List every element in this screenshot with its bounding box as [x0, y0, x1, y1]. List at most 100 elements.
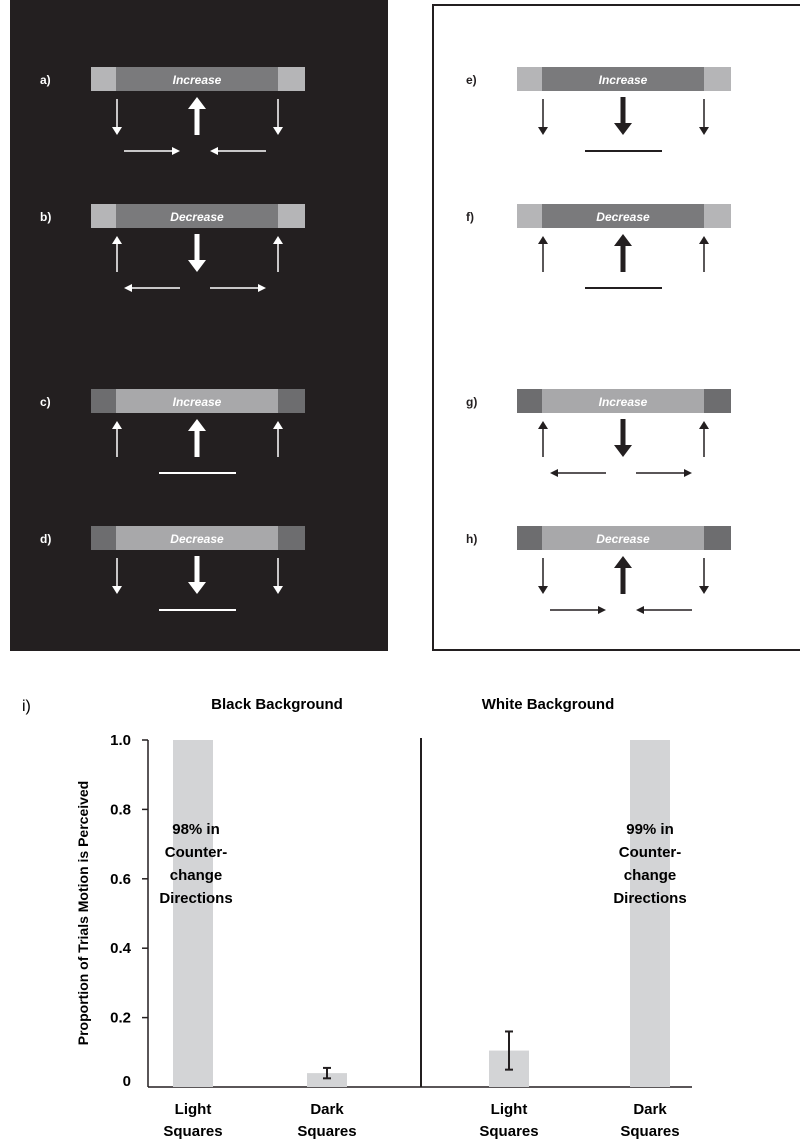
bar-label: Decrease [596, 532, 650, 546]
row-label: c) [40, 395, 51, 409]
category-label-line: Light [491, 1101, 528, 1118]
diagram-row: g) Increase [466, 389, 731, 477]
luminance-bar: Decrease [91, 204, 305, 228]
right-arrow-icon [699, 236, 709, 272]
inward-arrow-icon [636, 606, 692, 614]
bar-label: Increase [173, 73, 222, 87]
row-label: e) [466, 73, 477, 87]
category-label-line: Squares [297, 1123, 356, 1140]
bar-center-region [116, 526, 278, 550]
bar-label: Increase [599, 395, 648, 409]
diagram-row: f) Decrease [466, 204, 731, 289]
right-arrow-icon [699, 99, 709, 135]
category-label: Light Squares [479, 1101, 538, 1140]
bar-label: Decrease [170, 532, 224, 546]
bar [630, 740, 670, 1087]
row-label: g) [466, 395, 477, 409]
row-label: b) [40, 210, 51, 224]
diagram-row: c) Increase [40, 389, 305, 474]
inward-arrow-icon [210, 147, 266, 155]
diagram-row: b) Decrease [40, 204, 305, 292]
diagram-row: h) Decrease [466, 526, 731, 614]
right-annotation-line: Counter- [619, 844, 682, 861]
center-arrow-icon [614, 234, 632, 272]
category-label-line: Squares [163, 1123, 222, 1140]
center-arrow-icon [188, 97, 206, 135]
left-arrow-icon [538, 558, 548, 594]
left-arrow-icon [538, 421, 548, 457]
bar-center-region [116, 67, 278, 91]
left-annotation: 98% in Counter- change Directions [159, 821, 232, 907]
left-annotation-line: Directions [159, 890, 232, 907]
category-label: Dark Squares [297, 1101, 356, 1140]
bar-label: Decrease [596, 210, 650, 224]
bar-center-region [116, 389, 278, 413]
category-label-line: Light [175, 1101, 212, 1118]
category-label-line: Dark [310, 1101, 344, 1118]
category-label: Dark Squares [620, 1101, 679, 1140]
category-label-line: Squares [479, 1123, 538, 1140]
y-tick-label: 0.6 [110, 871, 131, 888]
category-label-line: Squares [620, 1123, 679, 1140]
left-annotation-line: 98% in [172, 821, 220, 838]
bar [307, 1073, 347, 1087]
luminance-bar: Increase [517, 67, 731, 91]
left-arrow-icon [112, 421, 122, 457]
left-arrow-icon [538, 236, 548, 272]
bar-label: Increase [599, 73, 648, 87]
row-label: f) [466, 210, 474, 224]
inward-arrow-icon [550, 606, 606, 614]
luminance-bar: Decrease [517, 204, 731, 228]
right-arrow-icon [699, 421, 709, 457]
right-annotation-line: change [624, 867, 677, 884]
outward-arrow-icon [550, 469, 606, 477]
white-background-panel [432, 4, 800, 651]
black-panel-rows: a) Increase b) Decrease c) Increase d) Decrease [40, 67, 305, 611]
bar-center-region [542, 526, 704, 550]
right-annotation: 99% in Counter- change Directions [613, 821, 686, 907]
luminance-bar: Decrease [517, 526, 731, 550]
error-bar [323, 1066, 331, 1080]
y-tick-label: 0.8 [110, 801, 131, 818]
row-label: d) [40, 532, 51, 546]
center-arrow-icon [188, 556, 206, 594]
panel-label-i: i) [22, 698, 31, 715]
y-tick-label: 0 [123, 1073, 131, 1090]
center-arrow-icon [188, 419, 206, 457]
diagram-row: d) Decrease [40, 526, 305, 611]
y-tick-label: 0.4 [110, 940, 132, 957]
chart-heading-white: White Background [482, 696, 615, 713]
diagram-row: e) Increase [466, 67, 731, 152]
right-arrow-icon [273, 236, 283, 272]
left-arrow-icon [112, 558, 122, 594]
y-axis-ticks: 0 0.2 0.4 0.6 0.8 1.0 [110, 732, 148, 1090]
outward-arrow-icon [636, 469, 692, 477]
category-labels: Light Squares Dark Squares Light Squares Dark S… [163, 1101, 679, 1140]
black-background-panel [10, 0, 388, 651]
bar-center-region [542, 204, 704, 228]
bar-center-region [542, 389, 704, 413]
error-bar [505, 1030, 513, 1071]
category-label: Light Squares [163, 1101, 222, 1140]
category-label-line: Dark [633, 1101, 667, 1118]
center-arrow-icon [614, 556, 632, 594]
right-annotation-line: 99% in [626, 821, 674, 838]
center-arrow-icon [614, 419, 632, 457]
right-arrow-icon [273, 421, 283, 457]
left-arrow-icon [538, 99, 548, 135]
chart-heading-black: Black Background [211, 696, 343, 713]
y-tick-label: 0.2 [110, 1010, 131, 1027]
bar-center-region [116, 204, 278, 228]
y-tick-label: 1.0 [110, 732, 131, 749]
left-arrow-icon [112, 99, 122, 135]
outward-arrow-icon [210, 284, 266, 292]
left-annotation-line: Counter- [165, 844, 228, 861]
bar-label: Increase [173, 395, 222, 409]
right-arrow-icon [699, 558, 709, 594]
luminance-bar: Increase [91, 67, 305, 91]
y-axis-label: Proportion of Trials Motion is Perceived [75, 781, 91, 1046]
luminance-bar: Decrease [91, 526, 305, 550]
left-annotation-line: change [170, 867, 223, 884]
inward-arrow-icon [124, 147, 180, 155]
row-label: h) [466, 532, 477, 546]
